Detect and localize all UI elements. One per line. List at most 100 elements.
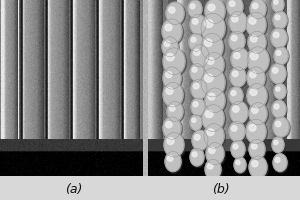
Ellipse shape: [231, 48, 249, 70]
Ellipse shape: [191, 98, 206, 117]
Ellipse shape: [209, 147, 215, 153]
Ellipse shape: [252, 107, 258, 113]
Ellipse shape: [169, 106, 175, 111]
Ellipse shape: [188, 0, 203, 19]
Ellipse shape: [275, 15, 280, 20]
Ellipse shape: [191, 98, 205, 116]
Ellipse shape: [233, 144, 238, 149]
Ellipse shape: [247, 120, 268, 146]
Ellipse shape: [190, 14, 206, 35]
Ellipse shape: [273, 154, 287, 172]
Ellipse shape: [165, 151, 181, 172]
Ellipse shape: [205, 53, 226, 79]
Ellipse shape: [202, 14, 227, 45]
Ellipse shape: [162, 19, 182, 43]
Ellipse shape: [229, 87, 243, 105]
Ellipse shape: [252, 3, 258, 9]
Ellipse shape: [230, 87, 244, 106]
Ellipse shape: [192, 152, 197, 157]
Ellipse shape: [230, 1, 235, 6]
Ellipse shape: [230, 67, 246, 87]
Ellipse shape: [272, 28, 288, 49]
Ellipse shape: [163, 48, 185, 75]
Ellipse shape: [229, 31, 245, 51]
Ellipse shape: [162, 37, 178, 57]
Ellipse shape: [249, 124, 256, 131]
Ellipse shape: [272, 0, 285, 13]
Ellipse shape: [204, 52, 224, 77]
Ellipse shape: [234, 53, 240, 59]
Ellipse shape: [230, 101, 248, 124]
Ellipse shape: [274, 140, 278, 145]
Ellipse shape: [192, 19, 198, 24]
Ellipse shape: [191, 45, 210, 69]
Ellipse shape: [250, 72, 256, 78]
Ellipse shape: [191, 37, 196, 42]
Ellipse shape: [249, 139, 265, 159]
Ellipse shape: [207, 164, 213, 169]
Ellipse shape: [201, 13, 225, 42]
Ellipse shape: [250, 52, 258, 60]
Ellipse shape: [248, 31, 266, 53]
Ellipse shape: [166, 2, 184, 25]
Ellipse shape: [227, 0, 243, 17]
Ellipse shape: [192, 130, 208, 150]
Ellipse shape: [249, 17, 256, 24]
Ellipse shape: [232, 48, 250, 72]
Ellipse shape: [249, 156, 267, 178]
Ellipse shape: [230, 122, 246, 143]
Ellipse shape: [190, 149, 205, 167]
Ellipse shape: [190, 15, 207, 36]
Ellipse shape: [202, 69, 227, 99]
Ellipse shape: [231, 141, 246, 160]
Ellipse shape: [227, 0, 244, 18]
Ellipse shape: [250, 0, 266, 19]
Ellipse shape: [231, 91, 236, 96]
Ellipse shape: [201, 68, 225, 97]
Ellipse shape: [271, 28, 287, 48]
Ellipse shape: [247, 47, 269, 74]
Ellipse shape: [274, 47, 288, 65]
Ellipse shape: [233, 106, 239, 112]
Ellipse shape: [191, 45, 209, 67]
Ellipse shape: [191, 80, 208, 101]
Ellipse shape: [273, 117, 289, 137]
Ellipse shape: [201, 33, 223, 60]
Ellipse shape: [193, 102, 198, 107]
Ellipse shape: [276, 87, 280, 91]
Ellipse shape: [206, 143, 224, 165]
Ellipse shape: [274, 0, 278, 4]
Ellipse shape: [166, 122, 172, 128]
Ellipse shape: [230, 67, 247, 88]
Ellipse shape: [166, 88, 173, 94]
Ellipse shape: [206, 143, 225, 167]
Ellipse shape: [164, 67, 182, 91]
Ellipse shape: [167, 3, 185, 26]
Ellipse shape: [163, 117, 181, 139]
Ellipse shape: [192, 118, 196, 122]
Ellipse shape: [273, 32, 279, 38]
Ellipse shape: [163, 20, 184, 45]
Ellipse shape: [230, 32, 246, 53]
Ellipse shape: [164, 118, 182, 141]
Ellipse shape: [164, 133, 185, 159]
Ellipse shape: [167, 138, 174, 145]
Ellipse shape: [247, 84, 267, 108]
Ellipse shape: [192, 67, 197, 72]
Ellipse shape: [246, 12, 266, 37]
Text: (b): (b): [212, 183, 229, 196]
Ellipse shape: [202, 105, 224, 131]
Ellipse shape: [169, 7, 175, 13]
Ellipse shape: [251, 144, 257, 149]
Ellipse shape: [190, 148, 204, 166]
Ellipse shape: [275, 121, 281, 127]
Ellipse shape: [205, 159, 221, 179]
Ellipse shape: [205, 74, 213, 82]
Ellipse shape: [205, 88, 225, 113]
Ellipse shape: [248, 32, 267, 55]
Ellipse shape: [252, 161, 258, 167]
Ellipse shape: [208, 93, 215, 100]
Ellipse shape: [188, 0, 202, 18]
Ellipse shape: [190, 115, 202, 130]
Ellipse shape: [247, 67, 265, 89]
